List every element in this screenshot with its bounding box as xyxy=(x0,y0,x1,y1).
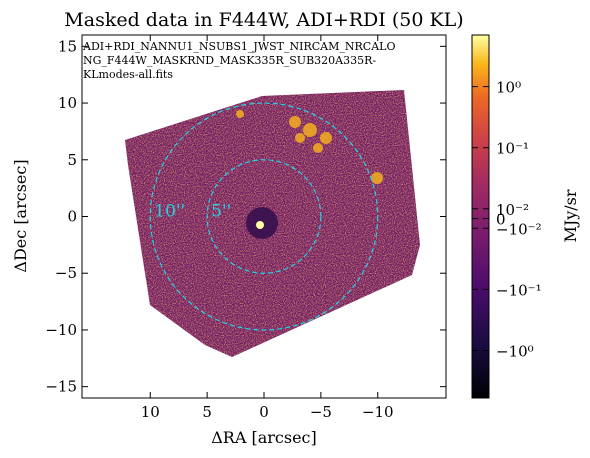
image xyxy=(125,90,420,357)
y-tick-label: 5 xyxy=(67,151,77,169)
x-tick-label: 10 xyxy=(141,403,160,421)
radius-circle xyxy=(206,159,322,274)
annotation-line: ADI+RDI_NANNU1_NSUBS1_JWST_NIRCAM_NRCALO xyxy=(82,40,395,53)
x-tick-label: 5 xyxy=(202,403,212,421)
y-tick-label: −5 xyxy=(55,264,77,282)
colorbar-tick-label: −10⁰ xyxy=(496,342,534,360)
colorbar-tick-label: −10⁻¹ xyxy=(496,281,542,299)
chart-title: Masked data in F444W, ADI+RDI (50 KL) xyxy=(64,9,463,31)
annotation: ADI+RDI_NANNU1_NSUBS1_JWST_NIRCAM_NRCALO… xyxy=(82,40,395,81)
x-tick-label: −5 xyxy=(310,403,332,421)
x-axis-label: ΔRA [arcsec] xyxy=(211,428,317,447)
colorbar-label: MJy/sr xyxy=(561,189,580,242)
colorbar xyxy=(471,34,490,399)
x-tick-label: −10 xyxy=(362,403,394,421)
y-tick-label: −10 xyxy=(45,321,77,339)
annotation-line: NG_F444W_MASKRND_MASK335R_SUB320A335R- xyxy=(83,54,376,67)
colorbar-tick-label: 10⁻¹ xyxy=(496,140,529,158)
y-tick-label: −15 xyxy=(45,378,77,396)
circle-label: 10'' xyxy=(154,202,185,222)
colorbar-tick-label: −10⁻² xyxy=(496,220,542,238)
radius-circle xyxy=(149,102,379,331)
y-tick-label: 10 xyxy=(58,94,77,112)
y-tick-label: 0 xyxy=(67,208,77,226)
y-tick-label: 15 xyxy=(58,37,77,55)
colorbar-tick-label: 10⁻² xyxy=(496,201,529,219)
colorbar-tick-label: 0 xyxy=(496,211,506,229)
annotation-line: KLmodes-all.fits xyxy=(83,68,173,81)
x-tick-label: 0 xyxy=(259,403,269,421)
circle-label: 5'' xyxy=(211,202,231,222)
colorbar-tick-label: 10⁰ xyxy=(496,79,521,97)
y-axis-label: ΔDec [arcsec] xyxy=(11,159,30,272)
